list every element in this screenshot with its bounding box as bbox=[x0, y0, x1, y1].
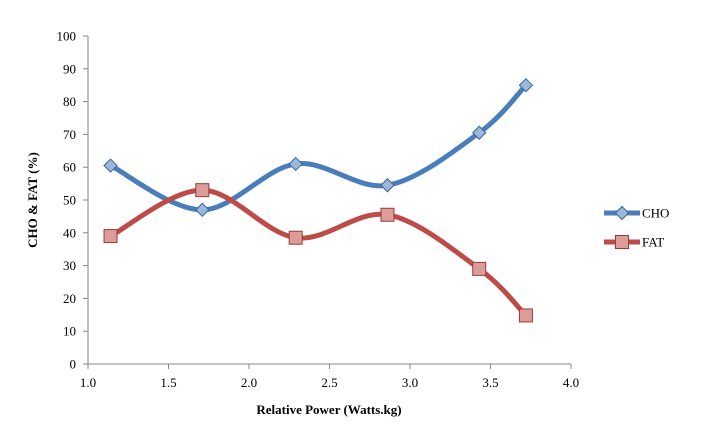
y-tick-label: 100 bbox=[57, 29, 77, 44]
y-tick-label: 30 bbox=[63, 258, 76, 273]
x-tick-label: 2.0 bbox=[241, 375, 257, 390]
legend-label: FAT bbox=[642, 235, 664, 250]
y-tick-label: 10 bbox=[63, 324, 76, 339]
data-point-cho bbox=[380, 178, 395, 193]
y-tick-label: 20 bbox=[63, 291, 76, 306]
legend-swatch-marker bbox=[614, 205, 630, 221]
legend: CHO FAT bbox=[604, 206, 669, 250]
series-fat bbox=[103, 183, 533, 323]
legend-item-cho: CHO bbox=[604, 206, 669, 221]
x-tick-label: 3.0 bbox=[402, 375, 418, 390]
series-line-fat bbox=[108, 187, 529, 318]
y-tick-label: 80 bbox=[63, 94, 76, 109]
data-point-cho bbox=[288, 156, 303, 172]
data-point-fat bbox=[472, 261, 487, 276]
y-tick-label: 40 bbox=[63, 225, 76, 240]
x-tick-label: 1.0 bbox=[80, 375, 96, 390]
series-layer bbox=[103, 77, 534, 323]
x-tick-label: 3.5 bbox=[482, 375, 498, 390]
x-tick-label: 2.5 bbox=[321, 375, 337, 390]
data-point-cho bbox=[103, 158, 118, 173]
data-point-fat bbox=[195, 183, 210, 198]
y-tick-label: 60 bbox=[63, 160, 76, 175]
x-tick-label: 4.0 bbox=[563, 375, 579, 390]
y-tick-label: 0 bbox=[70, 357, 77, 372]
data-point-cho bbox=[518, 77, 534, 93]
data-point-fat bbox=[518, 308, 533, 323]
series-line-cho bbox=[108, 82, 529, 213]
data-point-cho bbox=[195, 202, 210, 218]
legend-swatch-marker bbox=[615, 235, 629, 249]
data-point-cho bbox=[472, 125, 487, 140]
x-axis-title: Relative Power (Watts.kg) bbox=[256, 402, 401, 417]
y-tick-label: 90 bbox=[63, 61, 76, 76]
x-tick-label: 1.5 bbox=[160, 375, 176, 390]
axes: 0 10 20 30 40 50 60 70 80 90 100 1.0 1.5 2.0 2.5 3.0 3.5… bbox=[57, 29, 580, 391]
data-point-fat bbox=[380, 207, 395, 222]
series-cho bbox=[103, 77, 534, 218]
y-tick-label: 70 bbox=[63, 127, 76, 142]
y-axis-title: CHO & FAT (%) bbox=[25, 152, 40, 248]
data-point-fat bbox=[103, 229, 118, 244]
y-tick-label: 50 bbox=[63, 193, 76, 208]
legend-label: CHO bbox=[642, 206, 669, 221]
data-point-fat bbox=[288, 230, 303, 245]
legend-item-fat: FAT bbox=[604, 235, 664, 250]
